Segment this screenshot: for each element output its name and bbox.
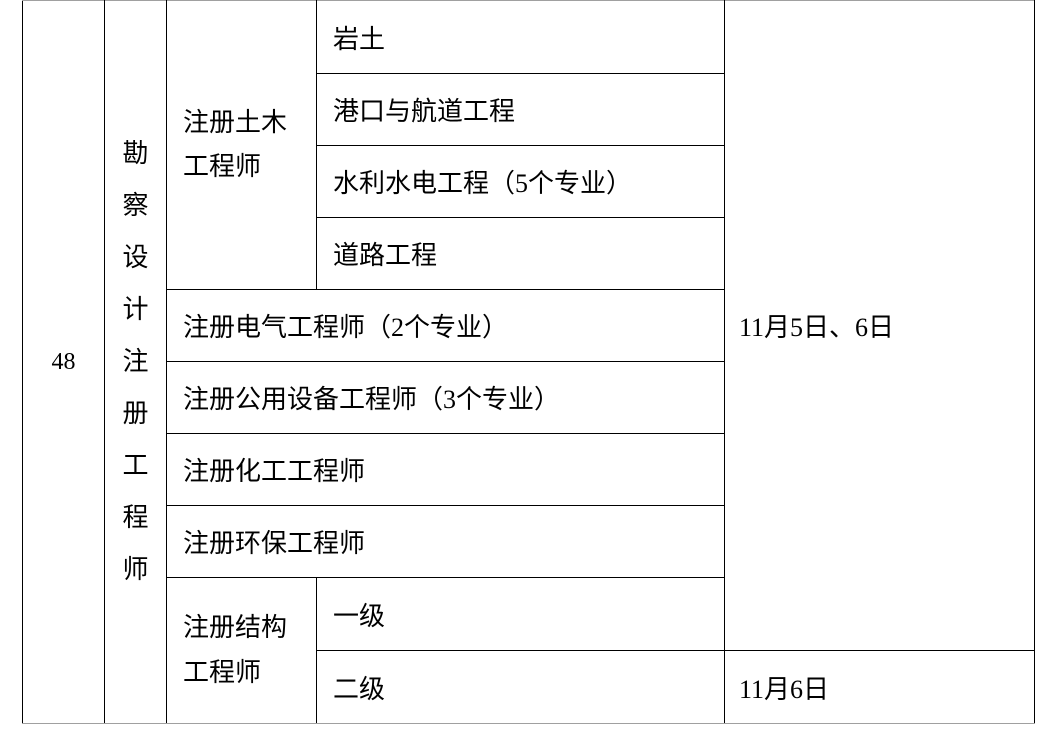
date-text: 11月6日 xyxy=(739,675,829,704)
vert-char: 册 xyxy=(122,388,148,440)
subject-text: 二级 xyxy=(333,675,385,704)
subject-cell: 道路工程 xyxy=(317,218,725,290)
wide-cell: 注册环保工程师 xyxy=(167,506,725,578)
vert-char: 计 xyxy=(122,284,148,336)
subject-cell: 一级 xyxy=(317,578,725,651)
category-text: 注册结构工程师 xyxy=(183,613,287,686)
vert-char: 察 xyxy=(122,180,148,232)
category-cell: 注册结构工程师 xyxy=(167,578,317,724)
category-cell: 注册土木工程师 xyxy=(167,1,317,290)
vert-char: 注 xyxy=(122,336,148,388)
subject-text: 港口与航道工程 xyxy=(333,97,515,126)
vert-char: 设 xyxy=(122,232,148,284)
vert-char: 程 xyxy=(122,492,148,544)
subject-text: 岩土 xyxy=(333,25,385,54)
wide-text: 注册化工工程师 xyxy=(183,457,365,486)
subject-cell: 岩土 xyxy=(317,1,725,74)
subject-cell: 二级 xyxy=(317,651,725,724)
vert-char: 师 xyxy=(122,544,148,596)
schedule-table: 48 勘 察 设 计 注 册 工 程 师 注册土木工程师 岩土 11月5日、6日… xyxy=(22,0,1035,724)
row-number-text: 48 xyxy=(52,349,76,375)
wide-text: 注册环保工程师 xyxy=(183,529,365,558)
vert-char: 勘 xyxy=(122,128,148,180)
table-row: 48 勘 察 设 计 注 册 工 程 师 注册土木工程师 岩土 11月5日、6日 xyxy=(23,1,1035,74)
wide-cell: 注册化工工程师 xyxy=(167,434,725,506)
wide-cell: 注册公用设备工程师（3个专业） xyxy=(167,362,725,434)
subject-cell: 水利水电工程（5个专业） xyxy=(317,146,725,218)
row-number: 48 xyxy=(23,1,105,724)
vert-char: 工 xyxy=(122,440,148,492)
subject-text: 一级 xyxy=(333,602,385,631)
vertical-title: 勘 察 设 计 注 册 工 程 师 xyxy=(122,128,148,596)
vertical-title-cell: 勘 察 设 计 注 册 工 程 师 xyxy=(105,1,167,724)
date-cell: 11月6日 xyxy=(725,651,1035,724)
date-cell: 11月5日、6日 xyxy=(725,1,1035,651)
date-text: 11月5日、6日 xyxy=(739,313,894,342)
subject-cell: 港口与航道工程 xyxy=(317,74,725,146)
category-text: 注册土木工程师 xyxy=(183,108,287,181)
subject-text: 水利水电工程（5个专业） xyxy=(333,169,632,198)
wide-text: 注册电气工程师（2个专业） xyxy=(183,313,508,342)
subject-text: 道路工程 xyxy=(333,241,437,270)
wide-text: 注册公用设备工程师（3个专业） xyxy=(183,385,560,414)
wide-cell: 注册电气工程师（2个专业） xyxy=(167,290,725,362)
page: { "table": { "border_color": "#000000", … xyxy=(0,0,1055,753)
